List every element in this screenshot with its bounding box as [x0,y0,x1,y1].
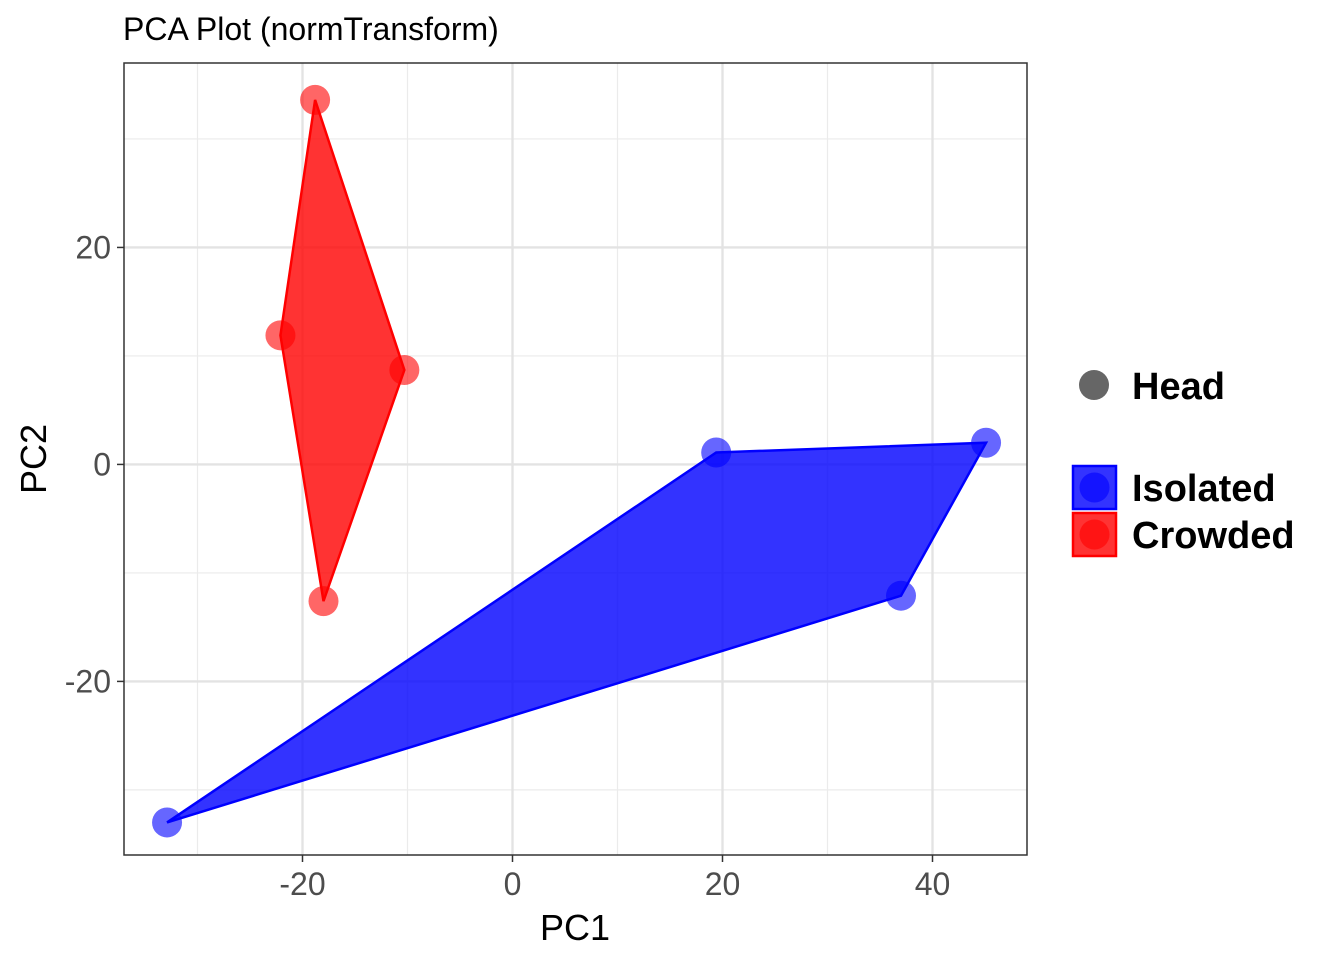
x-tick-label: 40 [915,866,951,902]
x-tick-label: -20 [279,866,325,902]
legend-label-head: Head [1132,366,1225,408]
x-axis: -20 0 20 40 [279,855,950,902]
y-tick-label: 0 [93,446,111,482]
point-crowded [308,586,339,617]
x-axis-title: PC1 [540,907,610,948]
x-tick-label: 20 [705,866,741,902]
x-tick-label: 0 [504,866,522,902]
point-isolated [886,580,916,611]
point-crowded [300,84,331,115]
point-isolated [701,437,732,468]
point-crowded [389,355,420,386]
y-tick-label: -20 [65,663,111,699]
chart-title: PCA Plot (normTransform) [123,11,499,47]
y-axis: -20 0 20 [65,229,124,699]
point-isolated [152,807,183,838]
legend-key-point-crowded [1079,519,1110,550]
legend-label-isolated: Isolated [1132,468,1276,510]
plot-panel [123,62,1028,856]
y-axis-title: PC2 [13,424,54,494]
legend-key-head [1079,370,1109,400]
legend: Head Isolated Crowded [1071,366,1295,558]
panel-border [123,62,1028,856]
points-layer [152,84,1002,838]
legend-key-point-isolated [1079,472,1110,503]
y-tick-label: 20 [75,229,111,265]
point-isolated [971,427,1002,458]
point-crowded [265,320,296,351]
legend-label-crowded: Crowded [1132,515,1295,557]
